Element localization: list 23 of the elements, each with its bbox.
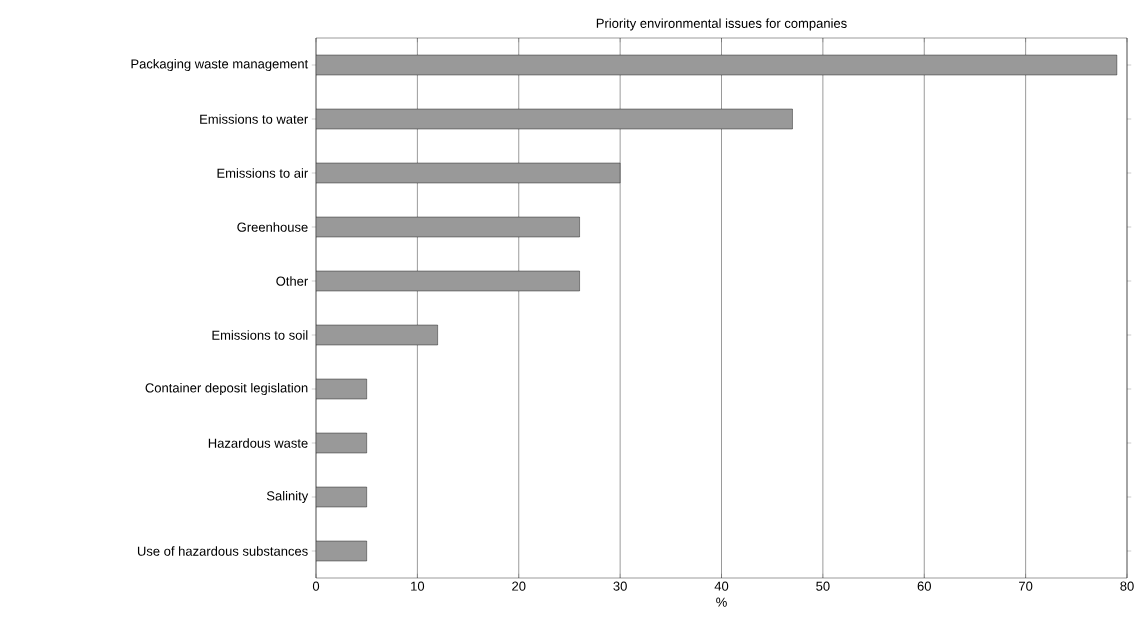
y-tick-label: Emissions to soil — [212, 330, 308, 340]
y-tick-label: Use of hazardous substances — [137, 546, 308, 556]
x-tick-label: 30 — [613, 581, 627, 591]
x-tick-label: 0 — [312, 581, 320, 591]
y-tick-label: Emissions to air — [217, 168, 308, 178]
x-tick-label: 20 — [512, 581, 526, 591]
x-tick-label: 40 — [714, 581, 729, 591]
bar — [316, 54, 1118, 76]
y-tick-label: Emissions to water — [200, 114, 308, 124]
chart-title: Priority environmental issues for companies — [596, 18, 847, 31]
x-axis-title: % — [716, 597, 727, 607]
bar — [316, 108, 793, 130]
x-tick-label: 80 — [1120, 581, 1134, 591]
y-tick-label: Other — [276, 276, 309, 286]
x-tick-label: 70 — [1019, 581, 1033, 591]
x-tick-label: 60 — [917, 581, 931, 591]
y-tick-label: Packaging waste management — [131, 58, 309, 72]
y-tick-label: Container deposit legislation — [145, 382, 308, 396]
y-tick-label: Hazardous waste — [208, 438, 308, 448]
x-tick-label: 10 — [411, 581, 425, 591]
y-tick-label: Salinity — [266, 490, 309, 504]
x-tick-label: 50 — [816, 581, 830, 591]
y-tick-label: Greenhouse — [237, 222, 308, 232]
